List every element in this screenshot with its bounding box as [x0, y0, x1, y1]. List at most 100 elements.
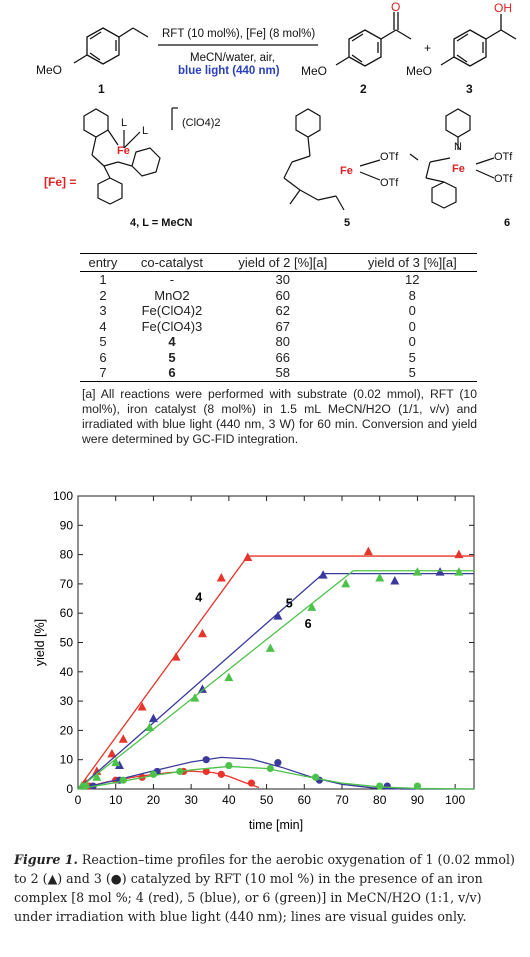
y-tick-label: 60 — [60, 606, 74, 620]
cell-yield2: 60 — [275, 287, 291, 303]
product3-oh: OH — [494, 1, 512, 15]
data-point-triangle — [224, 672, 234, 682]
complex5-fe: Fe — [340, 165, 353, 177]
cell-yield2: 80 — [275, 334, 291, 350]
y-tick-label: 70 — [60, 577, 74, 591]
y-tick-label: 30 — [60, 694, 74, 708]
y-tick-label: 20 — [60, 723, 74, 737]
series-guide-line — [77, 765, 475, 790]
cell-entry: 5 — [99, 334, 107, 350]
cell-entry: 6 — [99, 349, 107, 365]
data-point-triangle — [197, 628, 207, 638]
data-point-triangle — [137, 701, 147, 711]
yield-table: entry co-catalyst yield of 2 [%][a] yiel… — [80, 253, 477, 447]
table-row: 3 Fe(ClO4)2 62 0 — [80, 303, 477, 319]
x-tick-label: 80 — [373, 793, 387, 807]
complex4-l2: L — [142, 125, 148, 137]
figure-caption: Figure 1. Reaction–time profiles for the… — [14, 850, 522, 926]
header-yield2: yield of 2 [%][a] — [218, 253, 348, 272]
cell-entry: 1 — [99, 272, 107, 288]
table-row: 5 4 80 0 — [80, 334, 477, 350]
data-point-triangle — [454, 567, 464, 576]
series-annotation: 4 — [195, 590, 202, 604]
perchlorate-label: (ClO4)2 — [182, 117, 221, 129]
x-tick-label: 50 — [260, 793, 274, 807]
data-point-triangle — [412, 567, 422, 576]
y-tick-label: 0 — [66, 782, 73, 796]
data-point-triangle — [92, 772, 102, 781]
cell-entry: 7 — [80, 365, 126, 382]
complex5-otf2: OTf — [380, 177, 399, 189]
complex5-caption: 5 — [344, 217, 350, 229]
data-point-triangle — [375, 573, 385, 582]
data-point-triangle — [390, 575, 400, 585]
x-tick-label: 0 — [75, 793, 82, 807]
cell-yield3: 12 — [405, 272, 420, 288]
complex6-n: N — [454, 141, 462, 153]
data-point-circle — [119, 776, 127, 784]
data-point-circle — [217, 770, 225, 778]
header-yield3: yield of 3 [%][a] — [347, 253, 477, 272]
y-tick-label: 40 — [60, 665, 74, 679]
product3-label: 3 — [466, 82, 473, 96]
x-tick-label: 60 — [298, 793, 312, 807]
plot-frame — [77, 495, 475, 790]
complex6-fe: Fe — [452, 163, 465, 175]
substrate-label: 1 — [98, 82, 105, 96]
cell-yield3: 8 — [408, 287, 416, 303]
data-point-triangle — [243, 552, 253, 562]
cell-cocatalyst: - — [169, 272, 175, 288]
data-point-circle — [81, 782, 90, 790]
product3-meo: MeO — [406, 64, 432, 78]
table-row: 6 5 66 5 — [80, 350, 477, 366]
cell-cocatalyst: MnO2 — [154, 287, 190, 303]
y-tick-label: 80 — [60, 548, 74, 562]
substrate-ring — [86, 27, 120, 65]
cell-yield2: 62 — [275, 303, 291, 319]
fe-equals-label: [Fe] = — [44, 175, 76, 189]
series-annotation: 5 — [286, 596, 293, 610]
series-guide-line — [77, 555, 474, 790]
iron-complexes: [Fe] = (ClO4)2 4, L = MeCN 5 6 Fe L L Fe… — [44, 107, 513, 229]
plus-sign: + — [424, 41, 431, 55]
x-tick-label: 100 — [445, 793, 465, 807]
cell-cocatalyst: 4 — [168, 334, 176, 350]
y-tick-label: 90 — [60, 518, 74, 532]
data-point-triangle — [341, 578, 351, 588]
x-tick-label: 10 — [109, 793, 123, 807]
complex5-structure — [283, 108, 381, 211]
cell-cocatalyst: Fe(ClO4)2 — [141, 303, 203, 319]
complex6-otf2: OTf — [494, 173, 513, 185]
data-point-circle — [312, 773, 320, 781]
header-entry: entry — [80, 253, 126, 272]
cell-entry: 4 — [99, 318, 107, 334]
cell-yield2: 66 — [275, 349, 291, 365]
data-point-circle — [266, 764, 274, 773]
data-point-circle — [202, 767, 210, 776]
conditions-line1: RFT (10 mol%), [Fe] (8 mol%) — [162, 28, 315, 40]
data-point-triangle — [111, 757, 121, 767]
yield-time-chart: 0 10 20 30 40 50 60 70 80 90 100 0 10 20 30 40 50 60 70 80 9… — [33, 489, 475, 832]
cell-cocatalyst: 6 — [125, 365, 219, 382]
data-point-triangle — [190, 693, 200, 702]
data-point-triangle — [118, 734, 128, 743]
complex4-l1: L — [121, 117, 127, 129]
cell-yield3: 0 — [408, 318, 416, 334]
data-point-circle — [149, 770, 158, 778]
data-point-triangle — [363, 546, 373, 556]
cell-entry: 2 — [99, 287, 107, 303]
complex4-structure — [83, 107, 178, 205]
data-point-circle — [225, 761, 233, 770]
cell-yield2: 58 — [218, 365, 348, 382]
cell-yield3: 0 — [408, 303, 416, 319]
table-footnote: [a] All reactions were performed with su… — [82, 386, 477, 446]
y-axis-label: yield [%] — [33, 619, 47, 666]
data-point-triangle — [273, 611, 283, 620]
conditions-line2: MeCN/water, air, — [190, 52, 275, 64]
complex6-otf1: OTf — [494, 151, 513, 163]
y-tick-label: 100 — [53, 489, 73, 503]
product3-ring — [453, 29, 487, 67]
data-point-circle — [202, 756, 210, 764]
x-tick-label: 30 — [184, 793, 198, 807]
data-point-triangle — [265, 643, 275, 652]
